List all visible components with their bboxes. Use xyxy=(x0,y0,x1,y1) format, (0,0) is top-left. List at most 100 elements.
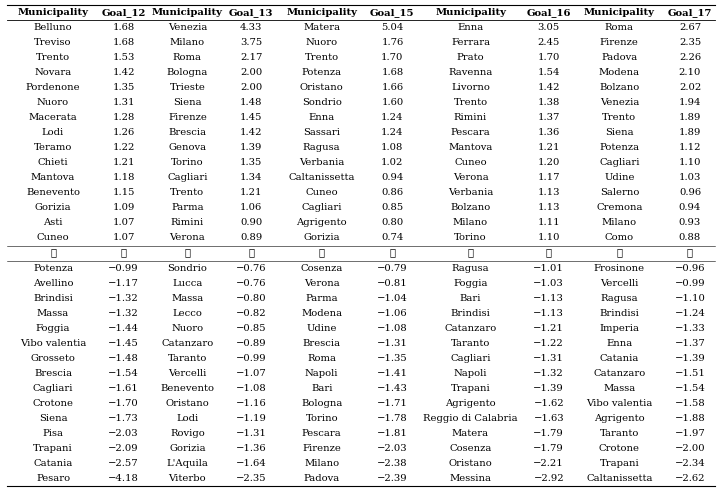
Text: 1.18: 1.18 xyxy=(113,173,135,182)
Text: Milano: Milano xyxy=(304,459,339,468)
Text: −1.13: −1.13 xyxy=(534,294,564,302)
Text: 1.37: 1.37 xyxy=(538,113,560,122)
Text: −1.63: −1.63 xyxy=(534,414,564,423)
Text: Bologna: Bologna xyxy=(301,399,342,408)
Text: Trento: Trento xyxy=(453,98,487,107)
Text: 2.00: 2.00 xyxy=(240,83,262,92)
Text: Verona: Verona xyxy=(170,234,205,243)
Text: Ravenna: Ravenna xyxy=(448,68,492,77)
Text: −0.81: −0.81 xyxy=(377,278,408,288)
Text: Nuoro: Nuoro xyxy=(305,38,338,47)
Text: Trento: Trento xyxy=(602,113,636,122)
Text: 1.24: 1.24 xyxy=(381,113,404,122)
Text: Siena: Siena xyxy=(605,128,634,137)
Text: 1.21: 1.21 xyxy=(537,143,560,152)
Text: 1.70: 1.70 xyxy=(538,53,560,62)
Text: Municipality: Municipality xyxy=(435,8,506,17)
Text: Rovigo: Rovigo xyxy=(170,429,205,438)
Text: Matera: Matera xyxy=(452,429,489,438)
Text: Goal_16: Goal_16 xyxy=(526,8,571,17)
Text: Firenze: Firenze xyxy=(303,444,342,453)
Text: ⋮: ⋮ xyxy=(184,248,191,257)
Text: Roma: Roma xyxy=(605,23,634,32)
Text: Napoli: Napoli xyxy=(305,369,339,378)
Text: Lodi: Lodi xyxy=(176,414,199,423)
Text: 1.15: 1.15 xyxy=(113,189,135,197)
Text: Nuoro: Nuoro xyxy=(171,324,204,333)
Text: −1.70: −1.70 xyxy=(108,399,139,408)
Text: Taranto: Taranto xyxy=(168,354,207,363)
Text: −1.71: −1.71 xyxy=(377,399,408,408)
Text: Torino: Torino xyxy=(454,234,487,243)
Text: −1.24: −1.24 xyxy=(674,309,705,318)
Text: −2.03: −2.03 xyxy=(108,429,139,438)
Text: 0.86: 0.86 xyxy=(381,189,404,197)
Text: 2.10: 2.10 xyxy=(679,68,701,77)
Text: 2.26: 2.26 xyxy=(679,53,701,62)
Text: ⋮: ⋮ xyxy=(468,248,474,257)
Text: ⋮: ⋮ xyxy=(50,248,56,257)
Text: Brindisi: Brindisi xyxy=(33,294,73,302)
Text: −1.36: −1.36 xyxy=(236,444,266,453)
Text: −1.08: −1.08 xyxy=(377,324,408,333)
Text: 1.68: 1.68 xyxy=(113,23,135,32)
Text: ⋮: ⋮ xyxy=(617,248,622,257)
Text: Verbania: Verbania xyxy=(299,158,344,167)
Text: 1.09: 1.09 xyxy=(113,203,135,213)
Text: Viterbo: Viterbo xyxy=(168,474,206,483)
Text: Modena: Modena xyxy=(599,68,640,77)
Text: Salerno: Salerno xyxy=(600,189,639,197)
Text: −1.21: −1.21 xyxy=(534,324,564,333)
Text: 1.24: 1.24 xyxy=(381,128,404,137)
Text: 1.39: 1.39 xyxy=(240,143,262,152)
Text: Verona: Verona xyxy=(304,278,339,288)
Text: Asti: Asti xyxy=(43,218,63,227)
Text: Cosenza: Cosenza xyxy=(449,444,492,453)
Text: Catanzaro: Catanzaro xyxy=(593,369,645,378)
Text: −0.99: −0.99 xyxy=(236,354,266,363)
Text: Enna: Enna xyxy=(458,23,484,32)
Text: Cagliari: Cagliari xyxy=(167,173,208,182)
Text: Cosenza: Cosenza xyxy=(300,264,343,273)
Text: ⋮: ⋮ xyxy=(687,248,693,257)
Text: Enna: Enna xyxy=(308,113,335,122)
Text: −1.48: −1.48 xyxy=(108,354,139,363)
Text: 2.00: 2.00 xyxy=(240,68,262,77)
Text: Teramo: Teramo xyxy=(34,143,72,152)
Text: Novara: Novara xyxy=(35,68,71,77)
Text: −1.13: −1.13 xyxy=(534,309,564,318)
Text: 1.34: 1.34 xyxy=(240,173,262,182)
Text: −1.08: −1.08 xyxy=(236,384,266,393)
Text: 1.06: 1.06 xyxy=(240,203,262,213)
Text: −1.58: −1.58 xyxy=(674,399,705,408)
Text: Pescara: Pescara xyxy=(451,128,490,137)
Text: Bologna: Bologna xyxy=(167,68,208,77)
Text: −1.07: −1.07 xyxy=(236,369,266,378)
Text: −2.92: −2.92 xyxy=(534,474,564,483)
Text: Chieti: Chieti xyxy=(38,158,69,167)
Text: 1.02: 1.02 xyxy=(381,158,404,167)
Text: 1.89: 1.89 xyxy=(679,128,701,137)
Text: Trapani: Trapani xyxy=(33,444,73,453)
Text: Cuneo: Cuneo xyxy=(37,234,69,243)
Text: Catania: Catania xyxy=(33,459,73,468)
Text: 2.67: 2.67 xyxy=(679,23,701,32)
Text: Prato: Prato xyxy=(457,53,484,62)
Text: 1.21: 1.21 xyxy=(240,189,262,197)
Text: Venezia: Venezia xyxy=(600,98,639,107)
Text: Roma: Roma xyxy=(173,53,202,62)
Text: −2.39: −2.39 xyxy=(377,474,408,483)
Text: 2.35: 2.35 xyxy=(679,38,701,47)
Text: 1.53: 1.53 xyxy=(113,53,135,62)
Text: Caltanissetta: Caltanissetta xyxy=(289,173,355,182)
Text: Trapani: Trapani xyxy=(599,459,639,468)
Text: 5.04: 5.04 xyxy=(381,23,404,32)
Text: −1.54: −1.54 xyxy=(674,384,705,393)
Text: Trapani: Trapani xyxy=(451,384,490,393)
Text: −1.64: −1.64 xyxy=(236,459,266,468)
Text: Ferrara: Ferrara xyxy=(451,38,490,47)
Text: 1.22: 1.22 xyxy=(113,143,135,152)
Text: Agrigento: Agrigento xyxy=(297,218,347,227)
Text: −2.62: −2.62 xyxy=(675,474,705,483)
Text: 1.38: 1.38 xyxy=(538,98,560,107)
